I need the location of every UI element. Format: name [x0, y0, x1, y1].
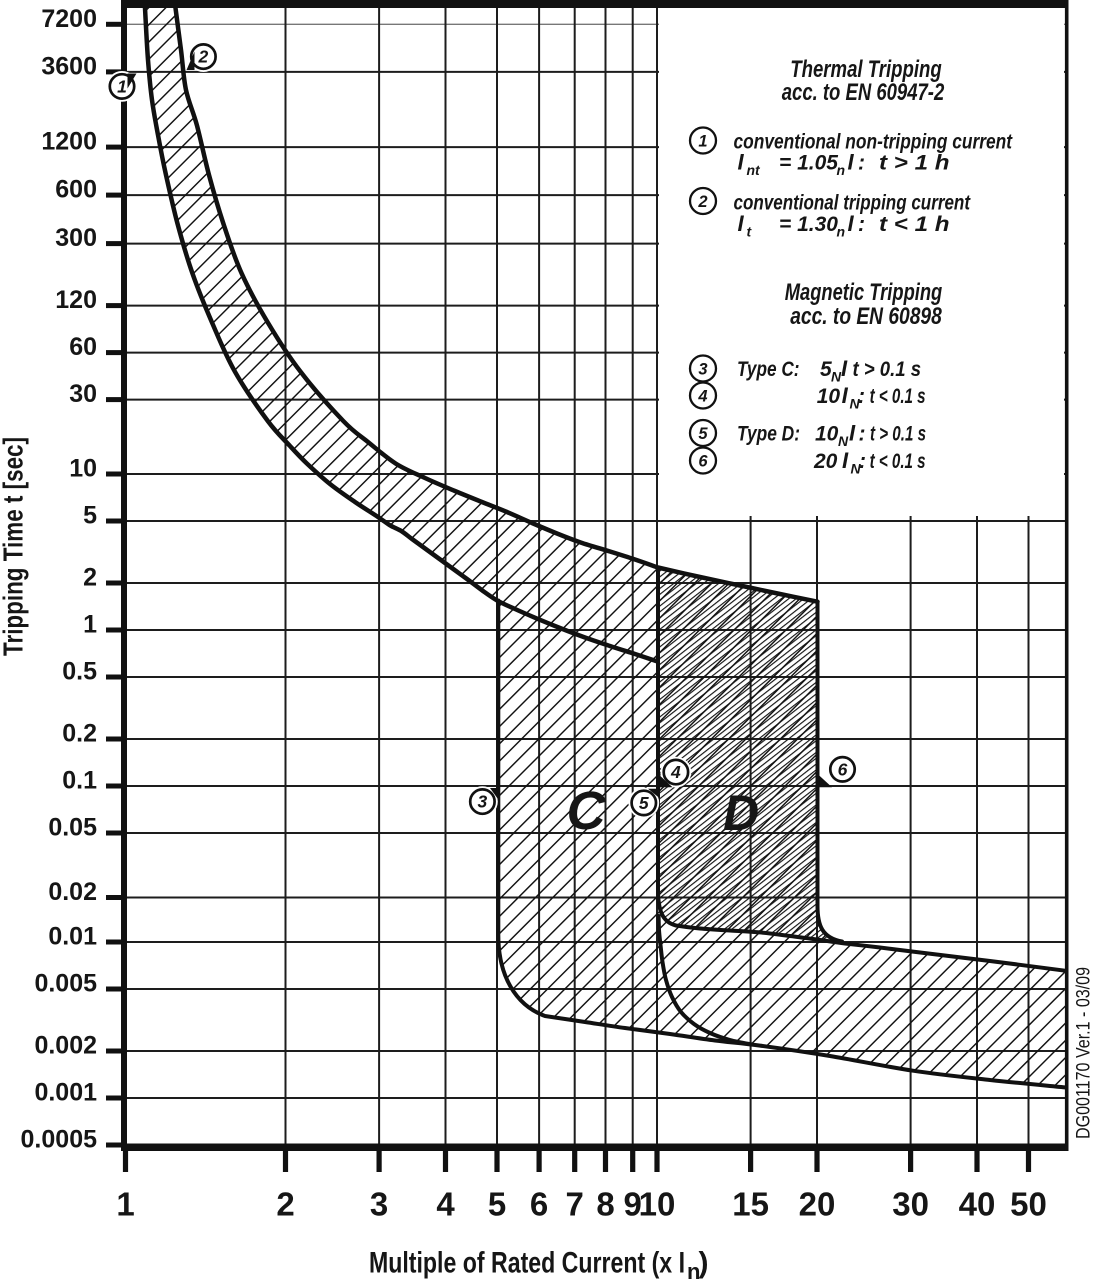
svg-text:t < 0.1 s: t < 0.1 s — [870, 450, 926, 473]
svg-text:acc. to EN 60898: acc. to EN 60898 — [790, 303, 942, 330]
svg-text:n: n — [837, 224, 846, 240]
svg-text:20: 20 — [799, 1186, 836, 1223]
svg-text:t < 1 h: t < 1 h — [879, 213, 950, 236]
svg-text:120: 120 — [55, 286, 97, 314]
svg-text:5: 5 — [820, 358, 832, 381]
svg-text::: : — [859, 423, 866, 446]
svg-text:600: 600 — [55, 176, 97, 204]
svg-text:4: 4 — [670, 762, 681, 782]
svg-text:5: 5 — [488, 1186, 506, 1223]
svg-text:5: 5 — [698, 425, 708, 443]
svg-text:t: t — [747, 224, 753, 240]
svg-text:N: N — [851, 461, 862, 477]
svg-text:10: 10 — [639, 1186, 676, 1223]
svg-text:Type C:: Type C: — [737, 358, 800, 381]
svg-text:0.05: 0.05 — [48, 814, 97, 842]
svg-text:I: I — [848, 150, 855, 175]
svg-text:0.002: 0.002 — [34, 1032, 97, 1060]
svg-text:2: 2 — [276, 1186, 294, 1223]
svg-text:3600: 3600 — [41, 52, 97, 80]
svg-text:9: 9 — [624, 1186, 642, 1223]
svg-text:N: N — [831, 369, 842, 385]
svg-text:0.2: 0.2 — [62, 720, 97, 748]
svg-text:conventional non-tripping curr: conventional non-tripping current — [734, 131, 1013, 154]
svg-text:Type D:: Type D: — [737, 423, 800, 446]
svg-text:5: 5 — [639, 793, 649, 813]
svg-text:10: 10 — [815, 423, 839, 446]
svg-text:0.01: 0.01 — [48, 923, 97, 951]
svg-text:n: n — [837, 162, 846, 178]
svg-text:= 1.05: = 1.05 — [779, 152, 838, 175]
svg-text:0.001: 0.001 — [34, 1079, 97, 1107]
svg-text:1: 1 — [698, 133, 707, 151]
svg-text:3: 3 — [370, 1186, 388, 1223]
svg-text:4: 4 — [436, 1186, 455, 1223]
svg-text:): ) — [699, 1247, 709, 1280]
svg-text:20: 20 — [813, 450, 838, 473]
svg-text:300: 300 — [55, 224, 97, 252]
svg-text:8: 8 — [596, 1186, 614, 1223]
svg-text:0.005: 0.005 — [34, 970, 97, 998]
svg-text::: : — [859, 450, 866, 473]
svg-text:0.02: 0.02 — [48, 878, 97, 906]
svg-text:0.1: 0.1 — [62, 767, 97, 795]
svg-text:= 1.30: = 1.30 — [779, 213, 838, 236]
svg-text:3: 3 — [478, 792, 488, 812]
svg-text:I: I — [849, 421, 856, 446]
svg-text:Tripping Time t [sec]: Tripping Time t [sec] — [0, 437, 29, 656]
svg-text:7: 7 — [566, 1186, 584, 1223]
svg-text:n: n — [687, 1259, 700, 1280]
svg-text:N: N — [838, 433, 849, 449]
svg-text:conventional tripping current: conventional tripping current — [734, 192, 971, 215]
svg-text:40: 40 — [959, 1186, 996, 1223]
svg-text:0.5: 0.5 — [62, 658, 97, 686]
svg-text:I: I — [738, 211, 745, 236]
svg-text:2: 2 — [697, 193, 707, 211]
svg-text:7200: 7200 — [41, 5, 97, 33]
svg-text:10: 10 — [817, 385, 841, 408]
svg-text:0.0005: 0.0005 — [21, 1126, 98, 1154]
svg-text:I: I — [842, 383, 849, 408]
svg-text:3: 3 — [698, 361, 707, 379]
svg-text:Multiple of Rated Current (x I: Multiple of Rated Current (x I — [369, 1247, 685, 1280]
svg-text:DG001170 Ver.1 - 03/09: DG001170 Ver.1 - 03/09 — [1073, 967, 1094, 1139]
svg-text:I: I — [841, 356, 848, 381]
svg-text:4: 4 — [697, 388, 707, 406]
svg-text:nt: nt — [747, 162, 762, 178]
svg-text:1200: 1200 — [41, 128, 97, 156]
svg-text:C: C — [567, 781, 607, 841]
svg-text:Thermal Tripping: Thermal Tripping — [790, 56, 942, 83]
svg-text:t > 0.1 s: t > 0.1 s — [870, 423, 926, 446]
svg-text:t > 0.1 s: t > 0.1 s — [853, 358, 922, 381]
svg-text:15: 15 — [732, 1186, 769, 1223]
svg-text:I: I — [842, 448, 849, 473]
svg-text:30: 30 — [892, 1186, 929, 1223]
svg-text::: : — [858, 152, 865, 175]
svg-text:1: 1 — [116, 1186, 134, 1223]
svg-text:I: I — [738, 150, 745, 175]
svg-text:6: 6 — [530, 1186, 548, 1223]
svg-text:6: 6 — [838, 759, 848, 779]
svg-text::: : — [858, 385, 865, 408]
svg-text:30: 30 — [69, 380, 97, 408]
svg-text:6: 6 — [698, 453, 708, 471]
svg-text:1: 1 — [117, 76, 127, 96]
svg-text:50: 50 — [1010, 1186, 1047, 1223]
svg-text:D: D — [723, 785, 759, 841]
svg-text:Magnetic Tripping: Magnetic Tripping — [785, 279, 943, 306]
svg-text:5: 5 — [83, 502, 97, 530]
svg-text:t < 0.1 s: t < 0.1 s — [870, 385, 926, 408]
svg-text:N: N — [850, 396, 861, 412]
svg-text:10: 10 — [69, 455, 97, 483]
svg-text:2: 2 — [83, 564, 97, 592]
svg-text::: : — [858, 213, 865, 236]
svg-text:2: 2 — [198, 47, 209, 67]
svg-text:t > 1 h: t > 1 h — [879, 152, 950, 175]
svg-text:acc. to EN 60947-2: acc. to EN 60947-2 — [782, 79, 945, 106]
svg-text:1: 1 — [83, 611, 97, 639]
svg-text:I: I — [848, 211, 855, 236]
svg-text:60: 60 — [69, 333, 97, 361]
